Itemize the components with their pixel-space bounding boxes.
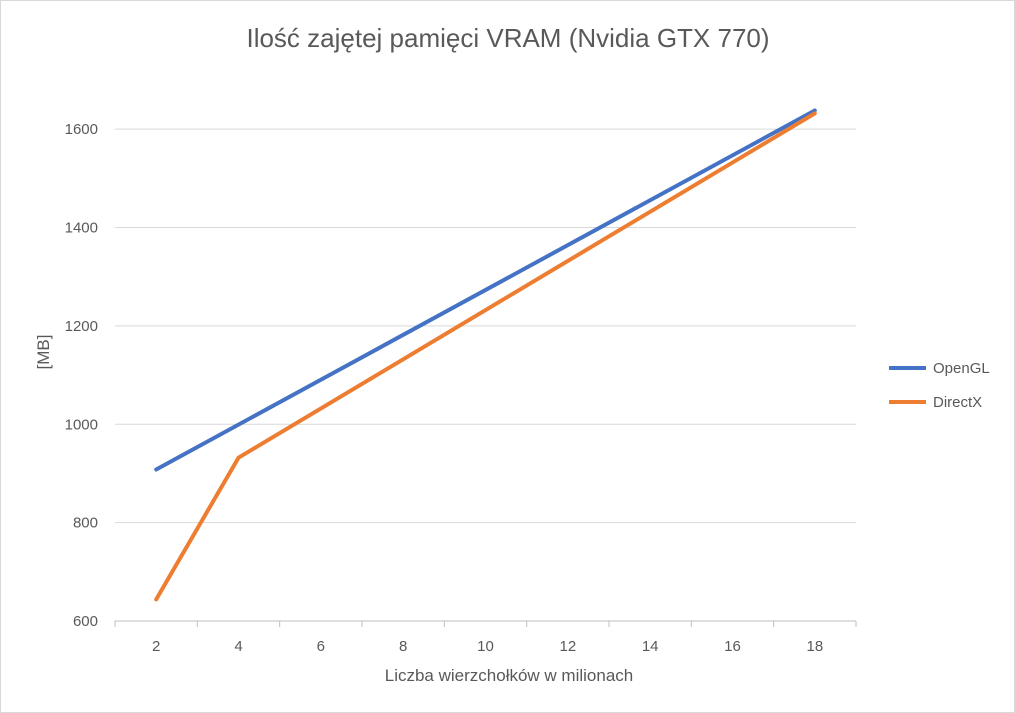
y-tick-label: 1400 (65, 220, 98, 237)
x-axis-label: Liczba wierzchołków w milionach (385, 666, 633, 685)
x-tick-label: 2 (152, 638, 160, 655)
series-line-directx (154, 111, 817, 602)
x-tick-label: 4 (234, 638, 242, 655)
legend-label-directx: DirectX (933, 394, 982, 411)
y-tick-label: 800 (73, 515, 98, 532)
gridlines (115, 128, 856, 524)
x-axis: 2 4 6 8 10 12 14 16 18 (114, 620, 857, 655)
x-tick-label: 6 (317, 638, 325, 655)
x-tick-label: 14 (642, 638, 659, 655)
x-tick-label: 18 (806, 638, 823, 655)
chart-title: Ilość zajętej pamięci VRAM (Nvidia GTX 7… (246, 23, 769, 53)
x-tick-label: 10 (477, 638, 494, 655)
y-axis-label: [MB] (34, 335, 53, 370)
y-tick-label: 1200 (65, 318, 98, 335)
series-line-opengl (154, 108, 817, 472)
x-tick-label: 8 (399, 638, 407, 655)
y-tick-label: 1000 (65, 416, 98, 433)
x-tick-label: 12 (559, 638, 576, 655)
y-axis-ticks: 600 800 1000 1200 1400 1600 (65, 121, 98, 630)
series-lines (154, 108, 817, 602)
y-tick-label: 1600 (65, 121, 98, 138)
y-tick-label: 600 (73, 613, 98, 630)
x-tick-label: 16 (724, 638, 741, 655)
legend-label-opengl: OpenGL (933, 360, 990, 377)
legend: OpenGL DirectX (889, 360, 990, 411)
